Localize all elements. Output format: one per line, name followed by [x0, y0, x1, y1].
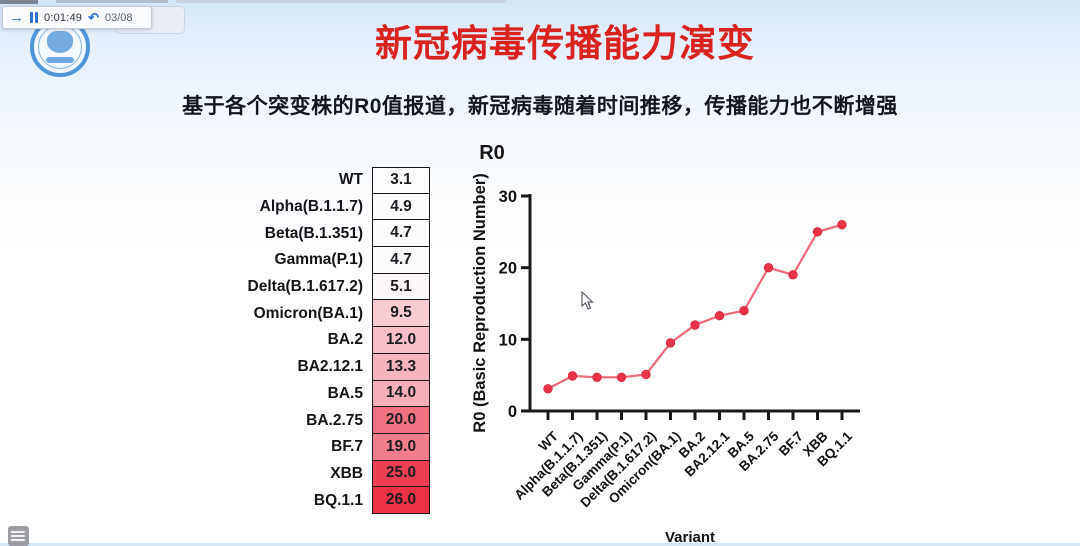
r0-value-cell: 25.0 — [372, 460, 430, 488]
y-tick-label: 10 — [499, 331, 517, 349]
current-time: 0:01:49 — [44, 11, 83, 24]
table-row: Omicron(BA.1) 9.5 — [163, 300, 621, 328]
variant-label: BA.2.75 — [306, 411, 363, 429]
variant-label: Alpha(B.1.1.7) — [259, 198, 363, 216]
table-row: Beta(B.1.351) 4.7 — [163, 220, 621, 248]
r0-line-chart: 0 10 20 30 WT Alpha(B.1.1.7) Beta(B.1.351) Gamm… — [455, 150, 885, 543]
data-point — [592, 372, 602, 383]
table-row: Delta(B.1.617.2) 5.1 — [163, 273, 621, 301]
data-point — [788, 270, 798, 280]
table-row: BA.5 14.0 — [163, 380, 621, 408]
data-point — [763, 262, 774, 273]
variant-label: BA.2 — [327, 331, 363, 349]
list-line — [11, 531, 25, 533]
table-row: XBB 25.0 — [163, 460, 621, 488]
data-point — [543, 384, 553, 394]
variant-label: XBB — [330, 464, 363, 482]
mouse-cursor — [581, 291, 594, 310]
slide-subtitle: 基于各个突变株的R0值报道，新冠病毒随着时间推移，传播能力也不断增强 — [182, 95, 898, 118]
variant-label: Gamma(P.1) — [274, 251, 363, 269]
r0-table: R0 WT 3.1 Alpha(B.1.1.7) 4.9 Beta(B.1.351) 4.… — [163, 141, 621, 514]
table-row: Gamma(P.1) 4.7 — [163, 247, 621, 274]
variant-label: WT — [338, 171, 363, 189]
variant-label: Beta(B.1.351) — [264, 224, 363, 242]
variant-label: BA.5 — [327, 384, 363, 402]
data-point — [690, 320, 700, 330]
toolbar-remnant — [0, 0, 38, 4]
y-axis-title: R0 (Basic Reproduction Number) — [471, 173, 489, 432]
list-line — [11, 539, 25, 541]
table-row: BA2.12.1 13.3 — [163, 353, 621, 381]
r0-value-cell: 9.5 — [372, 300, 430, 328]
logo-emblem — [47, 31, 73, 53]
table-row: BQ.1.1 26.0 — [163, 487, 621, 514]
data-point — [641, 369, 651, 380]
r0-table-header: R0 — [479, 142, 505, 164]
r0-value-cell: 4.9 — [372, 193, 430, 221]
slide-title: 新冠病毒传播能力演变 — [375, 23, 755, 64]
pause-icon[interactable] — [30, 12, 38, 23]
data-point — [567, 371, 578, 381]
r0-table-rows: WT 3.1 Alpha(B.1.1.7) 4.9 Beta(B.1.351) 4.7 Ga… — [163, 167, 621, 514]
r0-value-cell: 5.1 — [372, 273, 430, 301]
y-tick-label: 30 — [499, 188, 517, 206]
notes-list-icon[interactable] — [8, 526, 29, 546]
video-player-controls[interactable]: → 0:01:49 ↶ 03/08 — [2, 6, 152, 29]
variant-label: BF.7 — [331, 438, 363, 456]
table-row: BA.2.75 20.0 — [163, 407, 621, 434]
x-axis-title: Variant — [665, 529, 715, 543]
table-row: BA.2 12.0 — [163, 327, 621, 354]
y-tick-label: 20 — [499, 260, 517, 278]
data-point — [616, 372, 627, 383]
variant-label: BQ.1.1 — [313, 491, 363, 509]
toolbar-remnant — [176, 0, 506, 3]
r0-value-cell: 4.7 — [372, 220, 430, 248]
duration-text: 03/08 — [105, 11, 133, 24]
r0-value-cell: 12.0 — [372, 327, 430, 354]
r0-value-cell: 26.0 — [372, 487, 430, 514]
r0-value-cell: 3.1 — [372, 167, 430, 194]
r0-value-cell: 14.0 — [372, 380, 430, 408]
table-row: BF.7 19.0 — [163, 433, 621, 461]
variant-label: Delta(B.1.617.2) — [247, 278, 363, 296]
table-row: Alpha(B.1.1.7) 4.9 — [163, 193, 621, 221]
data-point — [739, 305, 749, 316]
logo-band — [46, 57, 74, 63]
r0-value-cell: 13.3 — [372, 353, 430, 381]
y-tick-label: 0 — [508, 403, 517, 421]
play-arrow-icon[interactable]: → — [9, 9, 24, 26]
variant-label: BA2.12.1 — [297, 358, 363, 376]
x-tick-label: BF.7 — [776, 429, 806, 459]
data-point — [812, 227, 823, 237]
r0-value-cell: 19.0 — [372, 433, 430, 461]
variant-label: Omicron(BA.1) — [253, 304, 363, 322]
data-point — [837, 219, 847, 230]
r0-value-cell: 20.0 — [372, 407, 430, 434]
table-row: WT 3.1 — [163, 167, 621, 194]
list-line — [11, 535, 25, 537]
undo-icon[interactable]: ↶ — [88, 10, 100, 25]
data-point — [665, 338, 676, 348]
r0-value-cell: 4.7 — [372, 247, 430, 274]
toolbar-remnant — [56, 0, 168, 3]
data-point — [714, 310, 725, 321]
